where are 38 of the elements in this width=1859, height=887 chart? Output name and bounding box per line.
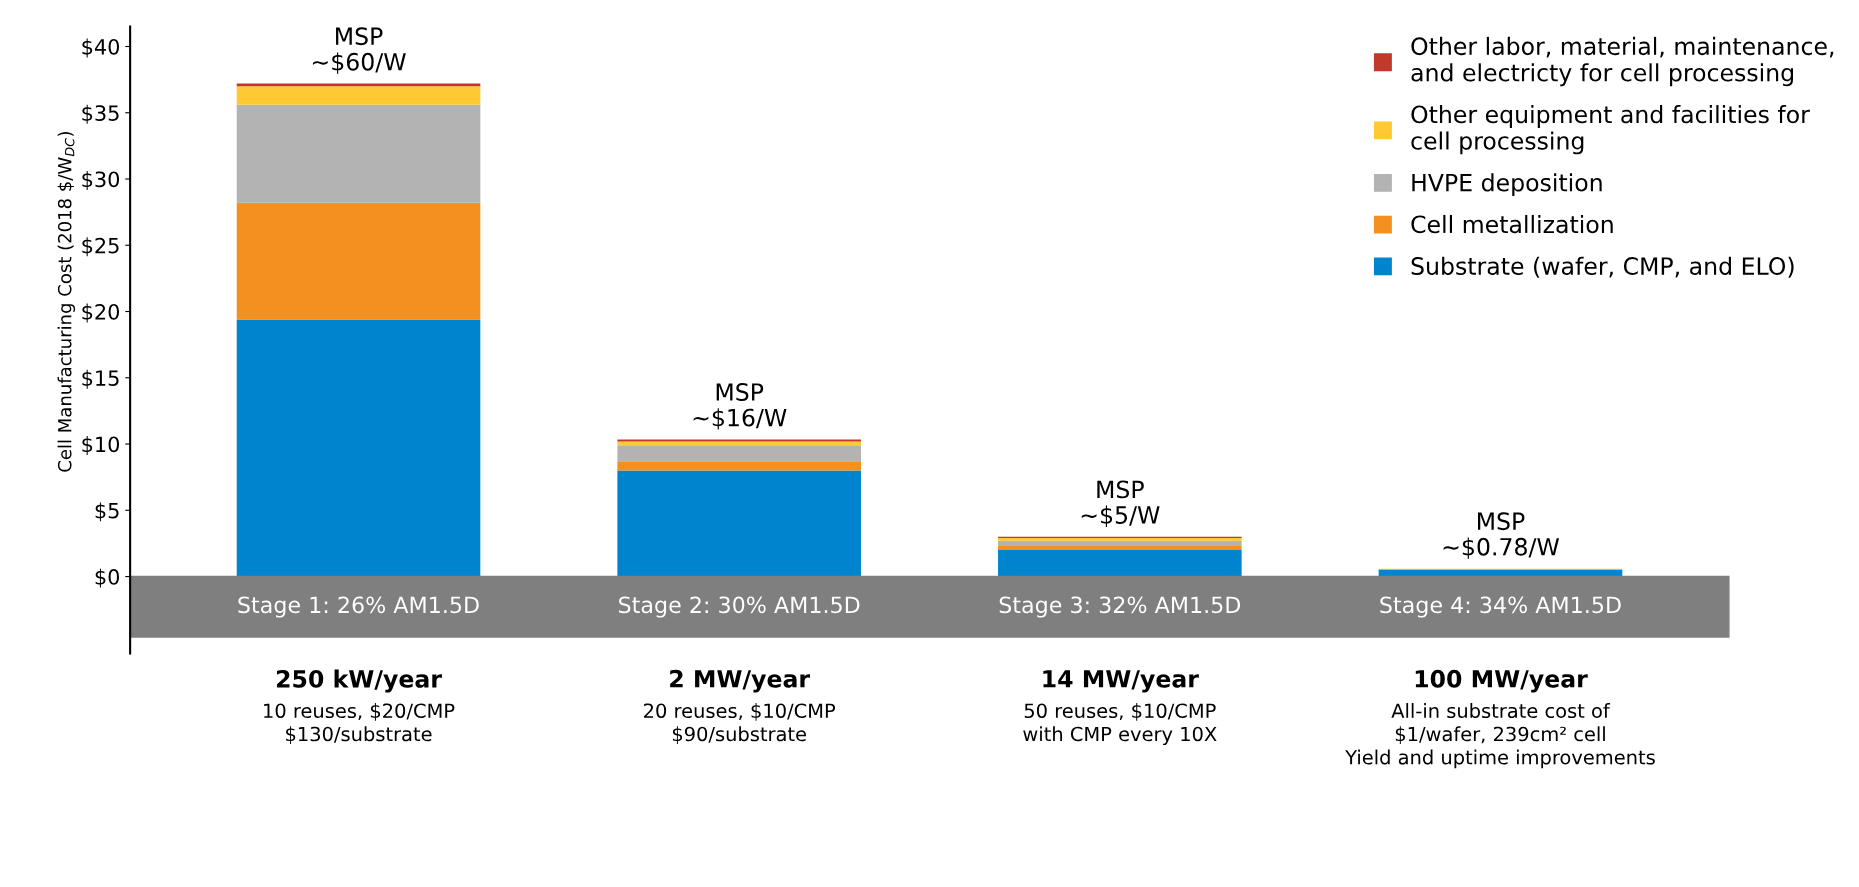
text: 2 MW/year 20 reuses, $10/CMP $90/substrate [644,669,836,744]
bar [236,202,481,320]
annotation: MSP ~$60/W [312,27,406,74]
bar [236,104,481,203]
bar [998,540,1242,547]
y-tick-label: $30 [82,171,120,190]
text: 14 MW/year 50 reuses, $10/CMP with CMP every 10X [1023,670,1217,746]
y-tick-label: $25 [82,237,119,257]
y-tick-label: $40 [82,38,120,58]
bar [998,550,1242,577]
x-tick-label: Stage 3: 32% AM1.5D [999,596,1241,618]
bar [617,445,861,462]
legend-label: Other labor, material, maintenance, and electricty for cell processing [1411,36,1834,87]
y-tick-label: $15 [82,369,119,389]
legend-label: Substrate (wafer, CMP, and ELO) [1411,256,1794,278]
legend-label: Cell metallization [1411,214,1613,234]
y-axis-title: Cell Manufacturing Cost (2018 $/W$_{DC}$) [57,132,76,472]
annotation: MSP ~$0.78/W [1443,512,1560,559]
y-tick-label: $35 [82,104,119,124]
y-tick-label: $0 [95,568,120,588]
annotation: MSP ~$16/W [693,383,787,430]
bar [236,86,481,105]
bar [617,461,861,471]
bar [998,546,1242,551]
x-tick-label: Stage 1: 26% AM1.5D [238,596,479,618]
bar [617,470,861,577]
legend-label: Other equipment and facilities for cell processing [1411,105,1810,155]
y-tick-label: $5 [95,502,119,522]
y-tick-label: $10 [82,436,120,456]
text: 250 kW/year 10 reuses, $20/CMP $130/substrate [264,669,455,744]
x-tick-label: Stage 4: 34% AM1.5D [1380,596,1621,618]
text: 100 MW/year All-in substrate cost of $1/wafer, 239cm² cell Yield and uptime improvements [1345,669,1655,769]
y-tick-label: $20 [82,303,120,323]
bar [617,441,861,446]
legend-label: HVPE deposition [1412,173,1602,197]
bar [236,319,481,577]
annotation: MSP ~$5/W [1081,480,1160,528]
x-tick-label: Stage 2: 30% AM1.5D [619,596,860,618]
